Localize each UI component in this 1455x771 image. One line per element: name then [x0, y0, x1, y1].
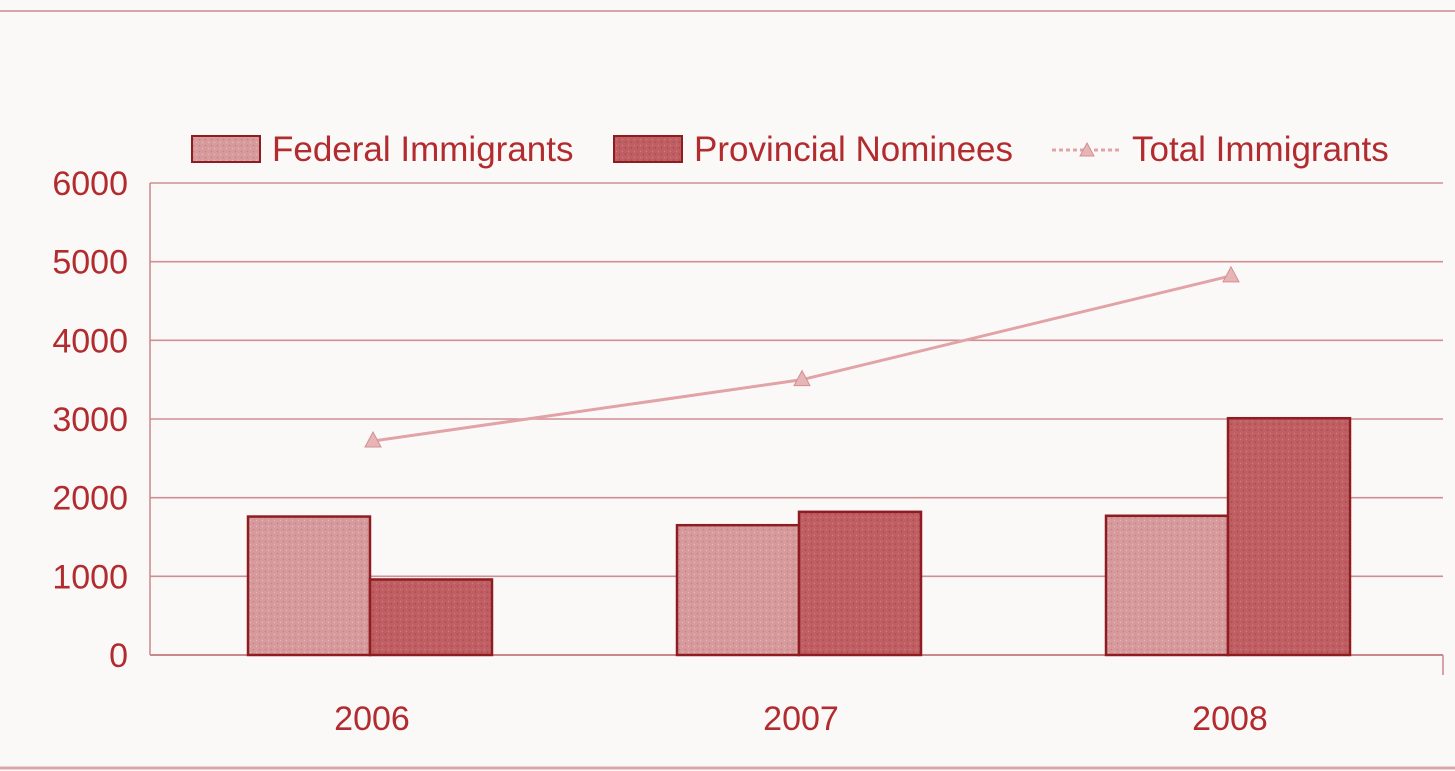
y-tick-label-0: 0	[109, 637, 128, 675]
x-tick-label-2006: 2006	[334, 700, 410, 738]
legend-label-provincial-nominees: Provincial Nominees	[694, 130, 1013, 169]
y-tick-label-6000: 6000	[52, 165, 128, 203]
bar-federal-immigrants-2007	[675, 523, 801, 657]
bar-provincial-nominees-2008	[1226, 416, 1352, 657]
line-total-immigrants	[372, 274, 1232, 443]
y-tick-label-5000: 5000	[52, 244, 128, 282]
y-tick-label-3000: 3000	[52, 401, 128, 439]
y-tick-label-4000: 4000	[52, 322, 128, 360]
x-tick-label-2008: 2008	[1192, 700, 1268, 738]
legend-item-provincial-nominees: Provincial Nominees	[613, 130, 1013, 169]
y-axis-ticks: 0 1000 2000 3000 4000 5000 6000	[52, 165, 128, 675]
point-total-immigrants-2006	[364, 430, 382, 448]
legend: Federal Immigrants Provincial Nominees T…	[191, 130, 1389, 169]
y-tick-label-1000: 1000	[52, 558, 128, 596]
bar-federal-immigrants-2008	[1104, 514, 1230, 657]
legend-marker-total-immigrants	[1079, 141, 1095, 157]
legend-swatch-federal-immigrants	[191, 135, 261, 163]
point-total-immigrants-2007	[793, 369, 811, 387]
bars	[246, 416, 1352, 657]
y-tick-label-2000: 2000	[52, 480, 128, 518]
bar-provincial-nominees-2006	[368, 578, 494, 657]
legend-label-total-immigrants: Total Immigrants	[1132, 130, 1389, 169]
x-tick-label-2007: 2007	[763, 700, 839, 738]
bar-provincial-nominees-2007	[797, 510, 923, 657]
legend-swatch-provincial-nominees	[613, 135, 683, 163]
bar-federal-immigrants-2006	[246, 515, 372, 657]
legend-item-total-immigrants: Total Immigrants	[1052, 130, 1389, 169]
legend-item-federal-immigrants: Federal Immigrants	[191, 130, 573, 169]
legend-label-federal-immigrants: Federal Immigrants	[272, 130, 573, 169]
point-total-immigrants-2008	[1222, 265, 1240, 283]
total-line	[364, 265, 1240, 448]
x-axis-ticks: 2006 2007 2008	[334, 700, 1268, 738]
